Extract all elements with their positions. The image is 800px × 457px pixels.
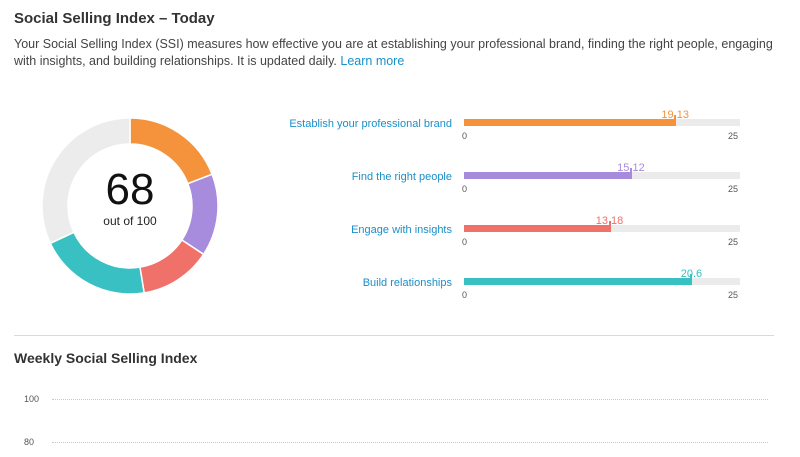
learn-more-link[interactable]: Learn more [340,54,405,68]
metric-label[interactable]: Establish your professional brand [289,118,452,130]
scale-min-label: 0 [462,184,468,194]
metric-marker [608,221,611,232]
metric-value: 20.6 [680,268,703,280]
section-divider [14,335,774,336]
metric-track: 13.18 [464,215,740,232]
metric-label[interactable]: Engage with insights [351,224,452,236]
metric-right-people: Find the right people 15.12 0 25 [280,162,750,203]
scale-min-label: 0 [462,131,468,141]
metric-track: 19.13 [464,109,740,126]
scale-max-label: 25 [728,184,739,194]
scale-min-label: 0 [462,290,468,300]
metric-marker [629,168,632,179]
scale-max-label: 25 [728,290,739,300]
metric-build-relationships: Build relationships 20.6 0 25 [280,268,750,309]
metric-track: 15.12 [464,162,740,179]
metric-fill [464,225,610,232]
description-text: Your Social Selling Index (SSI) measures… [14,37,773,68]
metric-value: 19.13 [661,109,689,121]
scale-min-label: 0 [462,237,468,247]
page-title: Social Selling Index – Today [14,10,215,27]
scale-max-label: 25 [728,237,739,247]
weekly-gridline-80 [52,442,768,443]
donut-segment-remaining [41,117,131,245]
weekly-section-title: Weekly Social Selling Index [14,350,198,366]
metric-label[interactable]: Find the right people [351,171,452,183]
metric-professional-brand: Establish your professional brand 19.13 … [280,109,750,150]
weekly-gridline-100 [52,399,768,400]
metric-value: 15.12 [617,162,645,174]
metric-value: 13.18 [595,215,624,227]
scale-max-label: 25 [728,131,739,141]
weekly-y-label-100: 100 [24,394,40,404]
metric-fill [464,278,692,285]
ssi-donut-chart: 68 out of 100 [40,116,220,296]
metric-track: 20.6 [464,268,740,285]
ssi-description: Your Social Selling Index (SSI) measures… [14,36,774,70]
metric-label[interactable]: Build relationships [362,277,452,289]
ssi-score-caption: out of 100 [103,214,157,228]
metric-marker [690,274,693,285]
donut-segment-insights [139,239,205,294]
weekly-y-label-80: 80 [24,437,35,447]
donut-segment-relationships [49,231,146,295]
metric-engage-insights: Engage with insights 13.18 0 25 [280,215,750,256]
donut-svg [41,117,219,295]
ssi-score: 68 [105,165,155,214]
metric-marker [674,115,677,126]
metric-fill [464,119,676,126]
metric-fill [464,172,631,179]
